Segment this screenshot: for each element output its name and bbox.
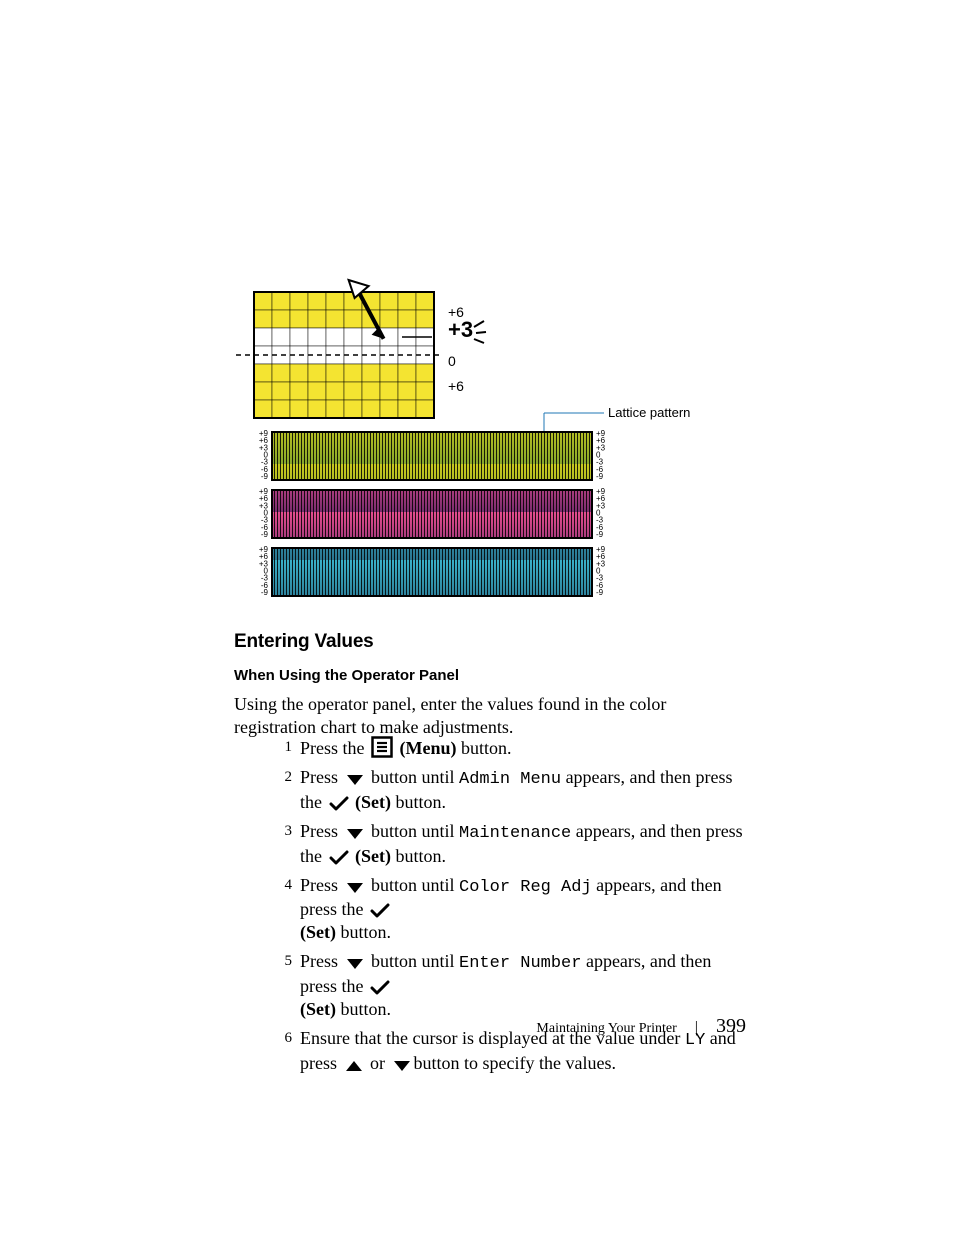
step-text: Press: [300, 821, 343, 841]
step-body: Press button until Enter Number appears,…: [300, 950, 746, 1021]
step-text: button until: [367, 821, 460, 841]
check-icon: [329, 850, 349, 866]
footer-separator: |: [695, 1019, 698, 1037]
menu-icon: [371, 736, 393, 758]
down-arrow-icon: [392, 1059, 412, 1073]
svg-text:-9: -9: [596, 472, 604, 481]
step-number: 2: [264, 766, 300, 787]
button-ref: (Set): [355, 846, 391, 866]
step-item: 4Press button until Color Reg Adj appear…: [264, 874, 746, 945]
down-arrow-icon: [345, 773, 365, 787]
intro-paragraph: Using the operator panel, enter the valu…: [234, 693, 746, 739]
step-text: button until: [367, 767, 460, 787]
button-ref: (Set): [355, 792, 391, 812]
up-arrow-icon: [344, 1059, 364, 1073]
page-number: 399: [716, 1015, 746, 1038]
step-number: 5: [264, 950, 300, 971]
svg-text:+6: +6: [448, 378, 464, 394]
sub-heading: When Using the Operator Panel: [234, 667, 459, 684]
svg-text:-9: -9: [261, 472, 269, 481]
step-item: 2Press button until Admin Menu appears, …: [264, 766, 746, 814]
step-text: button until: [367, 875, 460, 895]
check-icon: [370, 903, 390, 919]
step-text: Press: [300, 767, 343, 787]
page-footer: Maintaining Your Printer | 399: [234, 1015, 746, 1038]
step-text: or: [370, 1053, 385, 1073]
panel-code: Maintenance: [459, 824, 571, 843]
down-arrow-icon: [345, 957, 365, 971]
step-text: button until: [367, 951, 460, 971]
svg-text:+3: +3: [448, 317, 473, 342]
down-arrow-icon: [345, 881, 365, 895]
button-ref: (Menu): [400, 738, 457, 758]
step-number: 4: [264, 874, 300, 895]
button-ref: (Set): [300, 922, 336, 942]
step-text: Press the: [300, 738, 369, 758]
step-number: 1: [264, 736, 300, 757]
check-icon: [370, 980, 390, 996]
footer-section: Maintaining Your Printer: [536, 1021, 676, 1037]
step-item: 3Press button until Maintenance appears,…: [264, 820, 746, 868]
step-body: Press the (Menu) button.: [300, 736, 746, 760]
step-text: button.: [395, 846, 446, 866]
check-icon: [329, 796, 349, 812]
step-number: 3: [264, 820, 300, 841]
svg-text:-9: -9: [596, 588, 604, 597]
step-body: Press button until Admin Menu appears, a…: [300, 766, 746, 814]
figure-container: +6+30+6Lattice pattern+9+6+30-3-6-9+9+6+…: [234, 272, 694, 622]
panel-code: Enter Number: [459, 954, 581, 973]
svg-text:Lattice pattern: Lattice pattern: [608, 405, 690, 420]
panel-code: Admin Menu: [459, 770, 561, 789]
step-text: button.: [461, 738, 512, 758]
step-text: Press: [300, 951, 343, 971]
step-text: button.: [340, 922, 391, 942]
step-item: 5Press button until Enter Number appears…: [264, 950, 746, 1021]
step-text: button.: [395, 792, 446, 812]
step-text: Press: [300, 875, 343, 895]
svg-text:-9: -9: [261, 588, 269, 597]
step-body: Press button until Color Reg Adj appears…: [300, 874, 746, 945]
down-arrow-icon: [345, 827, 365, 841]
registration-figure: +6+30+6Lattice pattern+9+6+30-3-6-9+9+6+…: [234, 272, 694, 617]
step-text: button to specify the values.: [414, 1053, 616, 1073]
step-item: 1Press the (Menu) button.: [264, 736, 746, 760]
panel-code: Color Reg Adj: [459, 878, 592, 897]
step-body: Press button until Maintenance appears, …: [300, 820, 746, 868]
svg-text:0: 0: [448, 353, 456, 369]
section-heading: Entering Values: [234, 631, 374, 653]
svg-text:-9: -9: [596, 530, 604, 539]
svg-text:-9: -9: [261, 530, 269, 539]
